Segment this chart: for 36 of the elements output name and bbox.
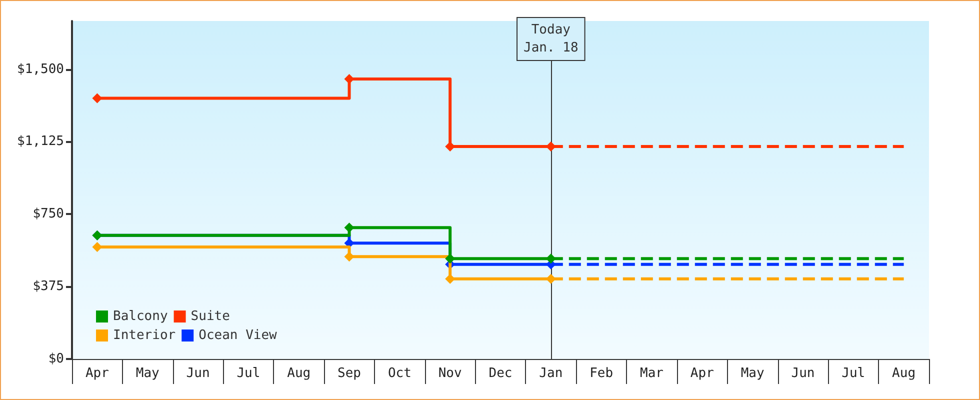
- legend-label: Interior: [113, 328, 176, 343]
- x-tick-label: Apr: [690, 366, 714, 381]
- ref-line-label: Today Jan. 18: [524, 22, 578, 56]
- y-tick-label: $375: [32, 279, 64, 294]
- x-tick-label: Aug: [287, 366, 311, 381]
- x-tick-label: Jul: [236, 366, 260, 381]
- y-tick-label: $750: [32, 206, 64, 222]
- point: [546, 274, 556, 284]
- x-tick-label: May: [740, 366, 764, 381]
- point: [344, 222, 354, 233]
- point: [445, 254, 456, 264]
- x-tick-label: Oct: [388, 366, 412, 381]
- point: [445, 274, 456, 284]
- x-tick-label: Aug: [892, 366, 916, 381]
- x-tick-label: Apr: [85, 366, 110, 381]
- legend-label: Suite: [190, 309, 230, 324]
- point: [344, 74, 354, 84]
- legend-label: Ocean View: [198, 328, 278, 343]
- y-tick-label: $0: [48, 352, 64, 366]
- x-tick-label: Jul: [842, 366, 866, 381]
- point: [92, 93, 102, 104]
- legend-label: Balcony: [113, 309, 168, 324]
- x-tick-label: Mar: [640, 366, 664, 381]
- x-tick-label: Feb: [590, 366, 614, 381]
- y-tick-label: $1,500: [17, 62, 64, 77]
- x-tick-label: May: [136, 366, 160, 381]
- point: [92, 242, 102, 252]
- x-tick-label: Nov: [438, 366, 462, 381]
- x-tick-label: Jun: [791, 366, 815, 381]
- x-tick-label: Jun: [186, 366, 210, 381]
- x-tick-label: Sep: [338, 366, 362, 381]
- x-tick-label: Dec: [488, 366, 512, 381]
- point: [546, 254, 556, 264]
- y-tick-label: $1,125: [17, 134, 64, 150]
- point: [344, 252, 354, 262]
- x-tick-label: Jan: [539, 366, 563, 381]
